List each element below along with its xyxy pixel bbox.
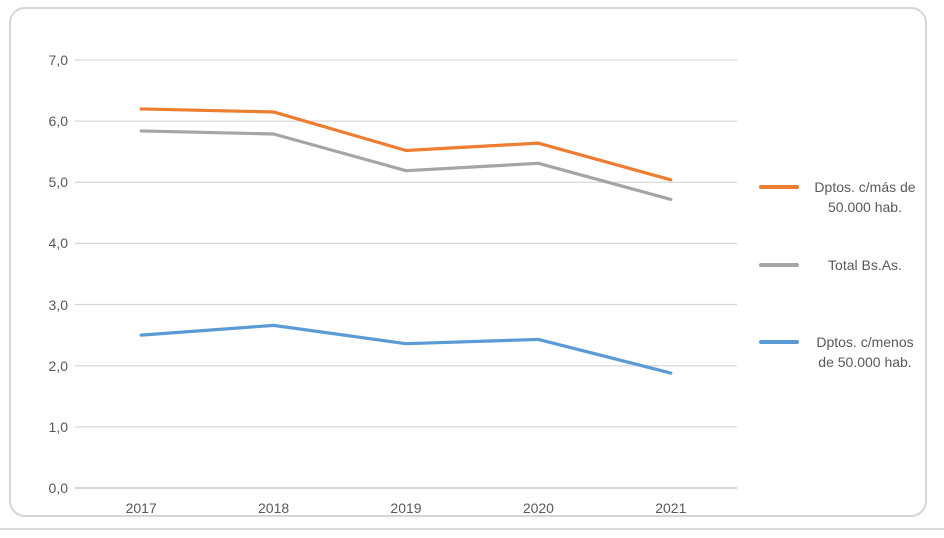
series-line-3 — [139, 323, 673, 375]
legend-swatch — [759, 340, 799, 344]
y-axis-tick-label: 4,0 — [48, 235, 68, 252]
y-axis-tick-label: 1,0 — [48, 418, 68, 435]
legend-label: Dptos. c/más de 50.000 hab. — [801, 177, 929, 217]
y-axis-tick-label: 5,0 — [48, 174, 68, 191]
series-line-2 — [139, 129, 673, 202]
legend-label-line: Dptos. c/más de — [814, 179, 916, 195]
y-axis-tick-label: 6,0 — [48, 113, 68, 130]
legend-item: Dptos. c/menos de 50.000 hab. — [759, 332, 929, 372]
legend-label-line: de 50.000 hab. — [818, 354, 912, 370]
x-axis-tick-label: 2017 — [125, 500, 157, 516]
x-axis-tick-label: 2018 — [258, 500, 290, 516]
legend-swatch — [759, 185, 799, 189]
y-axis-tick-label: 3,0 — [48, 296, 68, 313]
y-axis-tick-label: 0,0 — [48, 480, 68, 496]
gridlines — [75, 59, 737, 489]
legend-label: Dptos. c/menos de 50.000 hab. — [801, 332, 929, 372]
legend-label-line: Dptos. c/menos — [816, 334, 914, 350]
x-axis-tick-label: 2019 — [390, 500, 422, 516]
legend-label-line: 50.000 hab. — [828, 199, 902, 215]
series-line-1 — [139, 107, 673, 182]
legend-item: Total Bs.As. — [759, 255, 929, 275]
legend-label-line: Total Bs.As. — [828, 257, 902, 273]
legend-item: Dptos. c/más de 50.000 hab. — [759, 177, 929, 217]
legend-swatch — [759, 263, 799, 267]
y-axis-tick-label: 7,0 — [48, 52, 68, 68]
chart-border — [9, 7, 927, 517]
sheet-gridline — [0, 528, 944, 530]
y-axis-tick-label: 2,0 — [48, 357, 68, 374]
x-axis-tick-label: 2020 — [522, 500, 554, 516]
legend-label: Total Bs.As. — [801, 255, 929, 275]
x-axis-tick-label: 2021 — [655, 500, 687, 516]
